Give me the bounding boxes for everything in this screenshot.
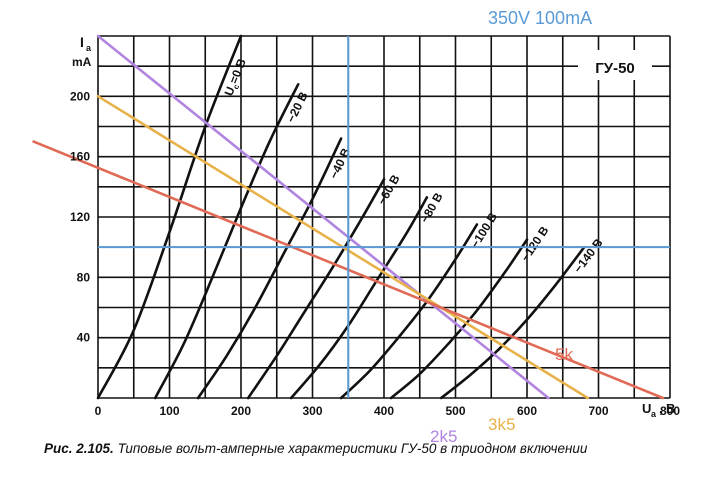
y-axis-subscript: a xyxy=(86,43,92,53)
load-line xyxy=(96,34,550,400)
load-line-label: 3k5 xyxy=(488,415,515,434)
tube-curve xyxy=(96,34,243,400)
tube-curve xyxy=(246,178,386,400)
x-axis-symbol: U xyxy=(642,401,651,416)
y-tick-label: 160 xyxy=(70,150,90,164)
axis-tick-labels: 0 100 200 300 400 500 600 700 800 40 80 120 160 200 xyxy=(70,89,680,418)
x-tick-label: 600 xyxy=(517,404,537,418)
tube-curve xyxy=(339,223,479,400)
figure-number: Рис. 2.105. xyxy=(44,441,114,456)
x-axis-unit: , xyxy=(659,401,663,416)
y-axis-symbol: I xyxy=(80,34,84,50)
load-line-label: 2k5 xyxy=(430,427,457,446)
y-tick-label: 120 xyxy=(70,210,90,224)
x-tick-label: 100 xyxy=(159,404,179,418)
tube-curve-label: −140 В xyxy=(571,236,606,276)
figure-caption: Рис. 2.105. Типовые вольт-амперные харак… xyxy=(44,441,694,456)
chart-title: ГУ-50 xyxy=(595,60,635,77)
x-tick-label: 200 xyxy=(231,404,251,418)
operating-point-annotation: 350V 100mA xyxy=(488,8,592,28)
tube-curve-label: Uc=0 В xyxy=(222,56,251,98)
y-tick-label: 80 xyxy=(77,270,91,284)
tube-curve xyxy=(153,83,300,400)
chart-title-box xyxy=(578,50,652,80)
x-tick-label: 500 xyxy=(445,404,465,418)
y-tick-label: 40 xyxy=(77,331,91,345)
x-tick-label: 400 xyxy=(374,404,394,418)
y-tick-label: 200 xyxy=(70,89,90,103)
x-tick-label: 800 xyxy=(660,404,680,418)
x-tick-label: 700 xyxy=(588,404,608,418)
x-tick-label: 0 xyxy=(95,404,102,418)
x-axis-subscript: a xyxy=(651,409,657,419)
tube-curve xyxy=(196,137,343,400)
figure-caption-text: Типовые вольт-амперные характеристики ГУ… xyxy=(117,441,588,456)
tube-curve xyxy=(289,196,429,400)
tube-curve xyxy=(439,245,586,400)
x-axis-unit-value: В xyxy=(666,401,675,416)
x-tick-label: 300 xyxy=(302,404,322,418)
operating-point-lines xyxy=(98,36,670,398)
load-line-label: 5k xyxy=(555,345,573,364)
tube-curve-label-sub: c xyxy=(231,83,241,91)
y-axis-unit: mA xyxy=(72,55,92,69)
